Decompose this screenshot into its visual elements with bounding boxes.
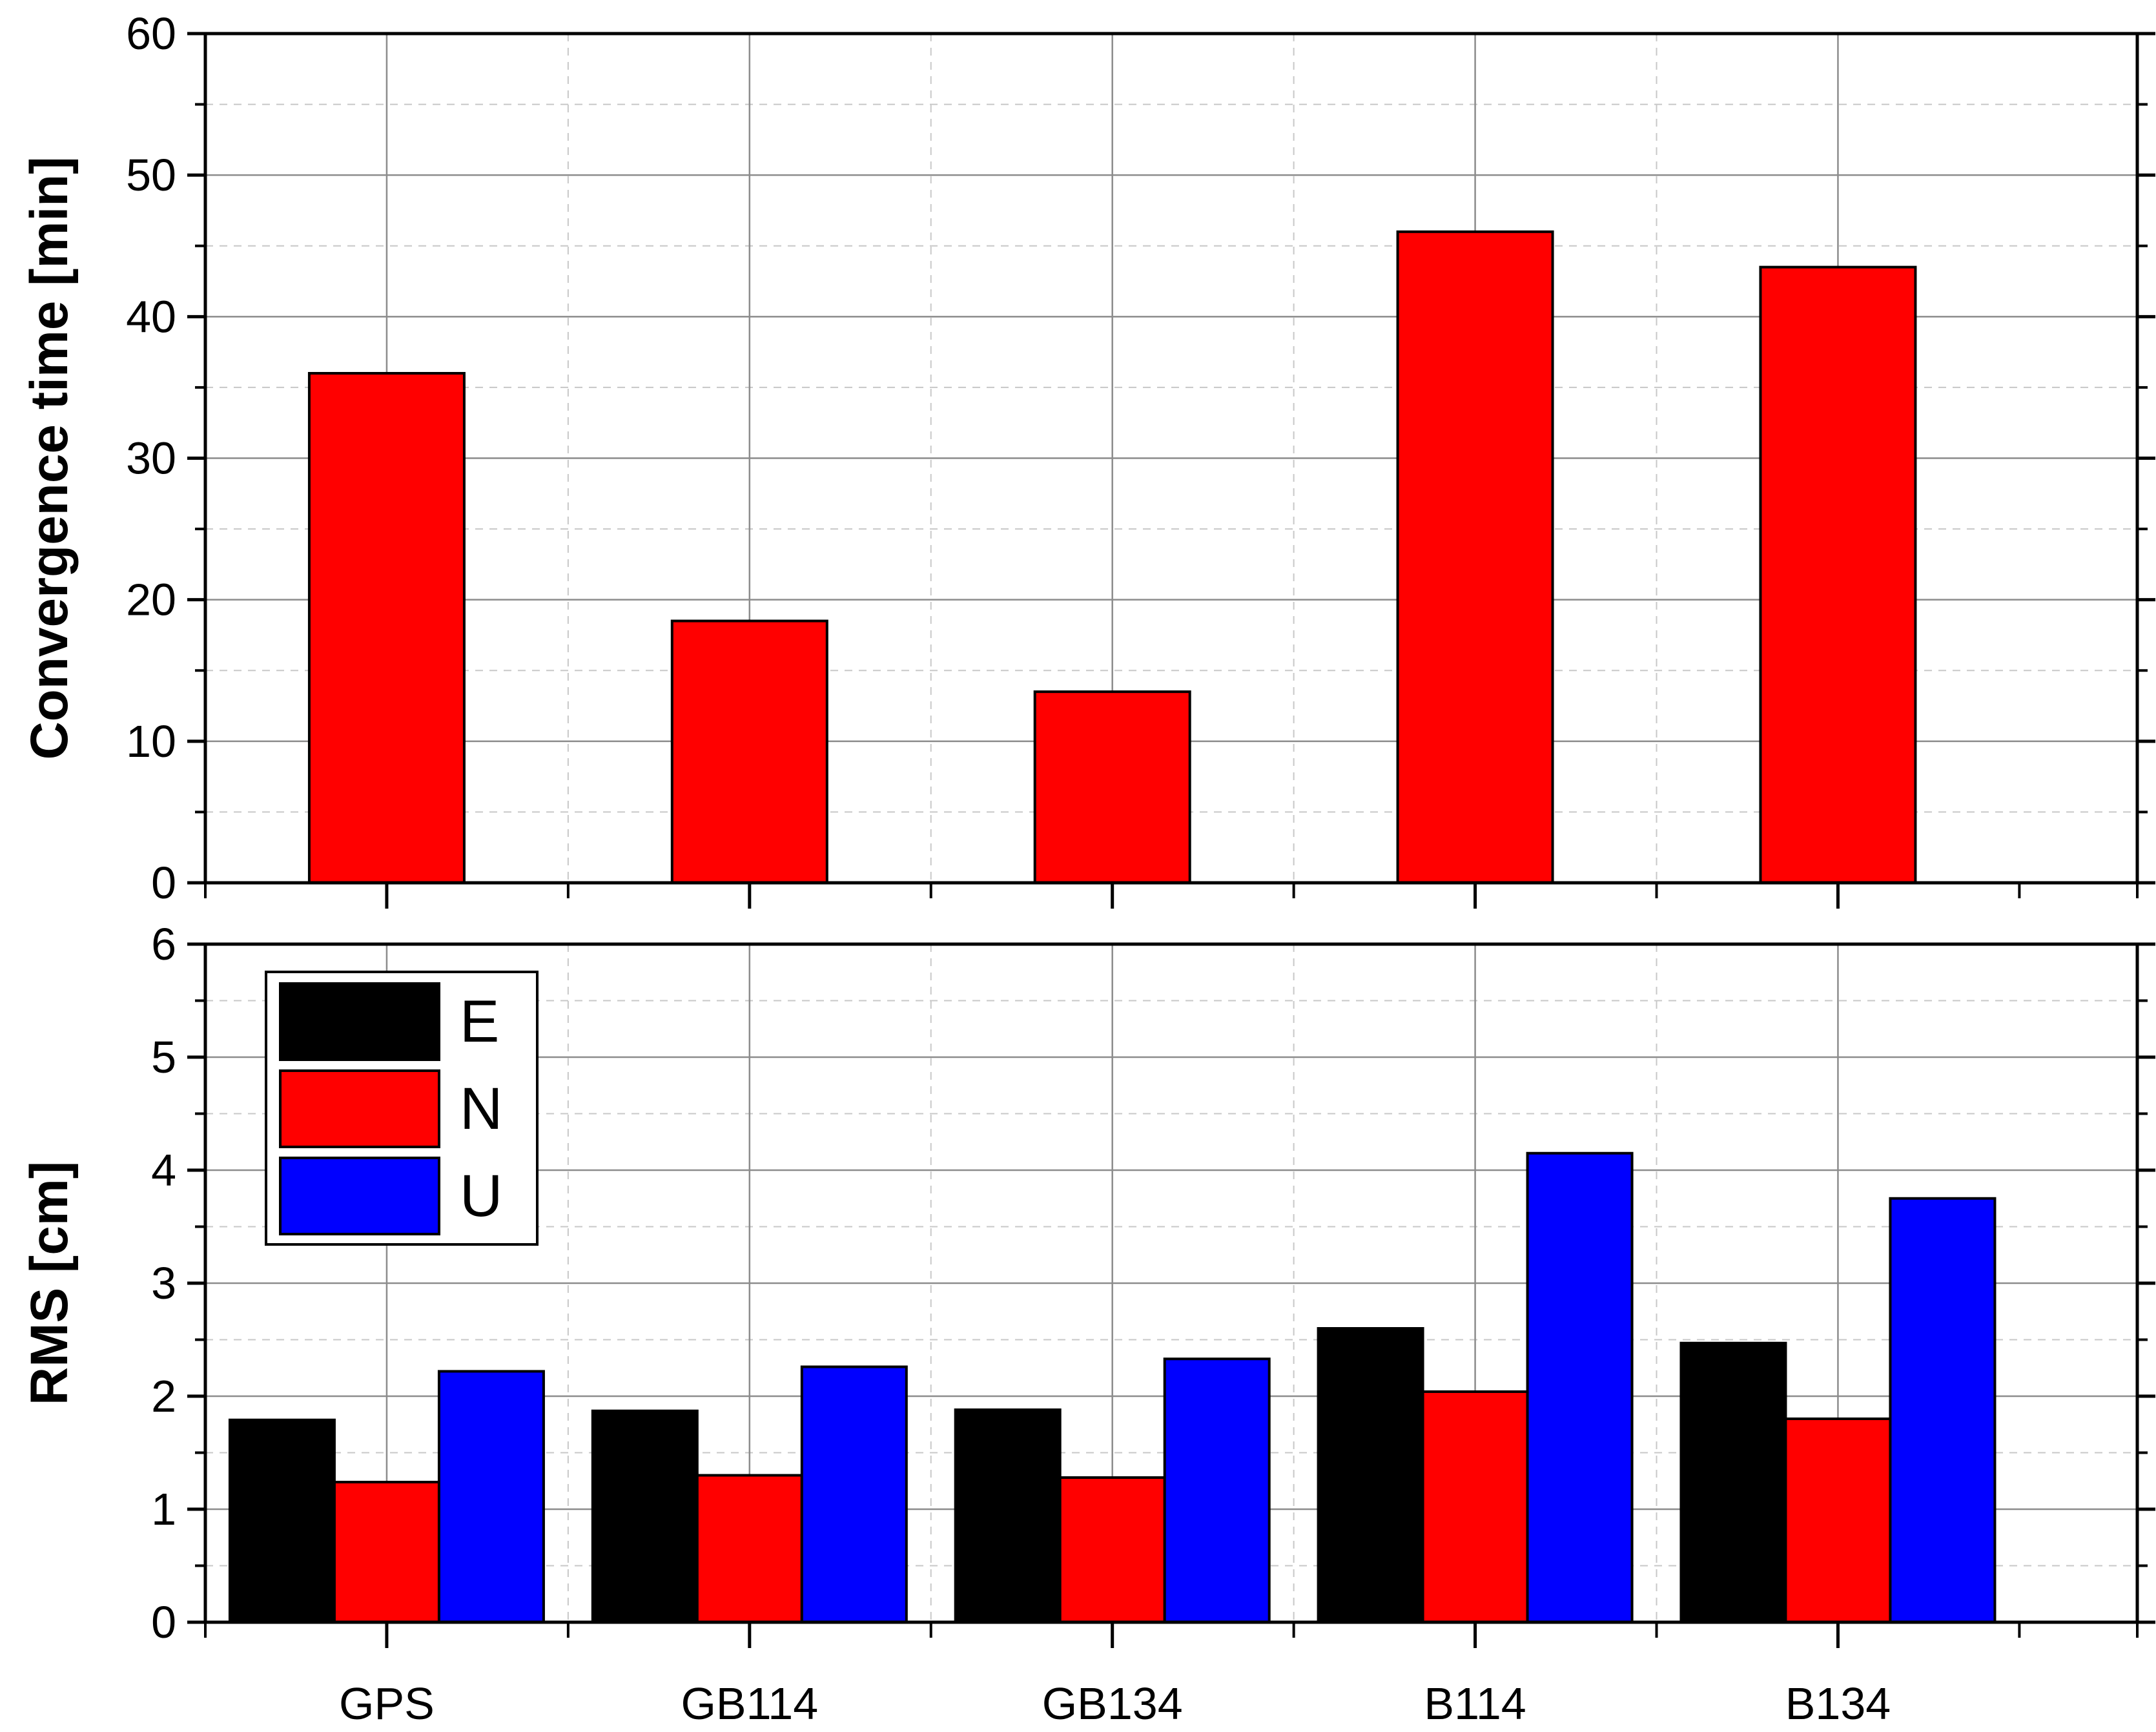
bar-n-b114 xyxy=(1421,1390,1529,1624)
x-tick-label: GB114 xyxy=(681,1678,818,1729)
x-tick-label: GB134 xyxy=(1042,1678,1183,1729)
legend-swatch-u xyxy=(279,1157,440,1235)
bar-n-gps xyxy=(333,1481,440,1624)
y-tick-label: 0 xyxy=(151,858,176,908)
legend-label-n: N xyxy=(460,1076,502,1142)
legend-label-u: U xyxy=(460,1163,502,1229)
y-tick-label: 50 xyxy=(126,150,176,200)
y-tick-label: 20 xyxy=(126,575,176,625)
legend: ENU xyxy=(265,971,539,1246)
x-tick-label: GPS xyxy=(339,1678,435,1729)
y-tick-label: 60 xyxy=(126,8,176,59)
bar-b134 xyxy=(1759,265,1917,884)
x-tick-label: B134 xyxy=(1785,1678,1891,1729)
y-tick-label: 4 xyxy=(151,1145,176,1195)
bar-gb114 xyxy=(670,619,828,885)
y-tick-label: 30 xyxy=(126,433,176,484)
bar-u-gb134 xyxy=(1163,1357,1271,1624)
y-axis-title: Convergence time [min] xyxy=(20,156,79,759)
legend-swatch-n xyxy=(279,1069,440,1148)
legend-label-e: E xyxy=(460,989,499,1055)
bar-e-gb114 xyxy=(591,1409,699,1624)
y-tick-label: 6 xyxy=(151,919,176,969)
bar-u-gb114 xyxy=(800,1365,908,1624)
rms-chart: 0 1 2 3 4 5 6 GPS GB114 GB134 B114 B134 RMS [cm] EN… xyxy=(20,919,2155,1729)
y-axis-title: RMS [cm] xyxy=(20,1161,79,1405)
ticks: 0 10 20 30 40 50 60 xyxy=(126,8,2155,909)
bar-n-b134 xyxy=(1784,1418,1892,1624)
ticks: 0 1 2 3 4 5 6 GPS GB114 GB134 B114 B134 xyxy=(151,919,2155,1729)
bar-n-gb134 xyxy=(1058,1476,1166,1624)
bar-gb134 xyxy=(1033,690,1191,884)
bar-e-b134 xyxy=(1679,1341,1787,1624)
bar-e-b114 xyxy=(1317,1327,1424,1624)
bar-b114 xyxy=(1396,230,1554,885)
y-tick-label: 3 xyxy=(151,1258,176,1308)
bar-u-gps xyxy=(437,1370,545,1624)
bar-u-b134 xyxy=(1889,1197,1997,1624)
bars xyxy=(307,230,1917,885)
bar-e-gb134 xyxy=(954,1408,1062,1624)
legend-swatch-e xyxy=(279,982,440,1061)
y-tick-label: 0 xyxy=(151,1597,176,1647)
y-tick-label: 2 xyxy=(151,1371,176,1421)
bar-n-gb114 xyxy=(695,1474,803,1624)
y-tick-label: 5 xyxy=(151,1032,176,1082)
convergence-time-chart: 0 10 20 30 40 50 60 Convergence time [min] xyxy=(20,8,2155,909)
y-tick-label: 1 xyxy=(151,1484,176,1534)
y-tick-label: 40 xyxy=(126,291,176,342)
bar-e-gps xyxy=(228,1418,336,1624)
y-tick-label: 10 xyxy=(126,716,176,767)
bar-gps xyxy=(307,372,466,884)
bars xyxy=(228,1151,1997,1624)
bar-u-b114 xyxy=(1526,1151,1634,1624)
x-tick-label: B114 xyxy=(1424,1678,1526,1729)
